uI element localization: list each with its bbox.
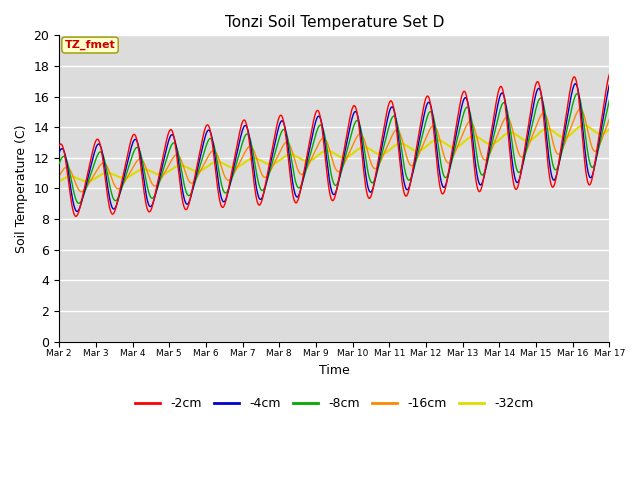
X-axis label: Time: Time xyxy=(319,364,349,377)
Legend: -2cm, -4cm, -8cm, -16cm, -32cm: -2cm, -4cm, -8cm, -16cm, -32cm xyxy=(130,392,538,415)
Y-axis label: Soil Temperature (C): Soil Temperature (C) xyxy=(15,124,28,252)
Title: Tonzi Soil Temperature Set D: Tonzi Soil Temperature Set D xyxy=(225,15,444,30)
Text: TZ_fmet: TZ_fmet xyxy=(65,40,115,50)
